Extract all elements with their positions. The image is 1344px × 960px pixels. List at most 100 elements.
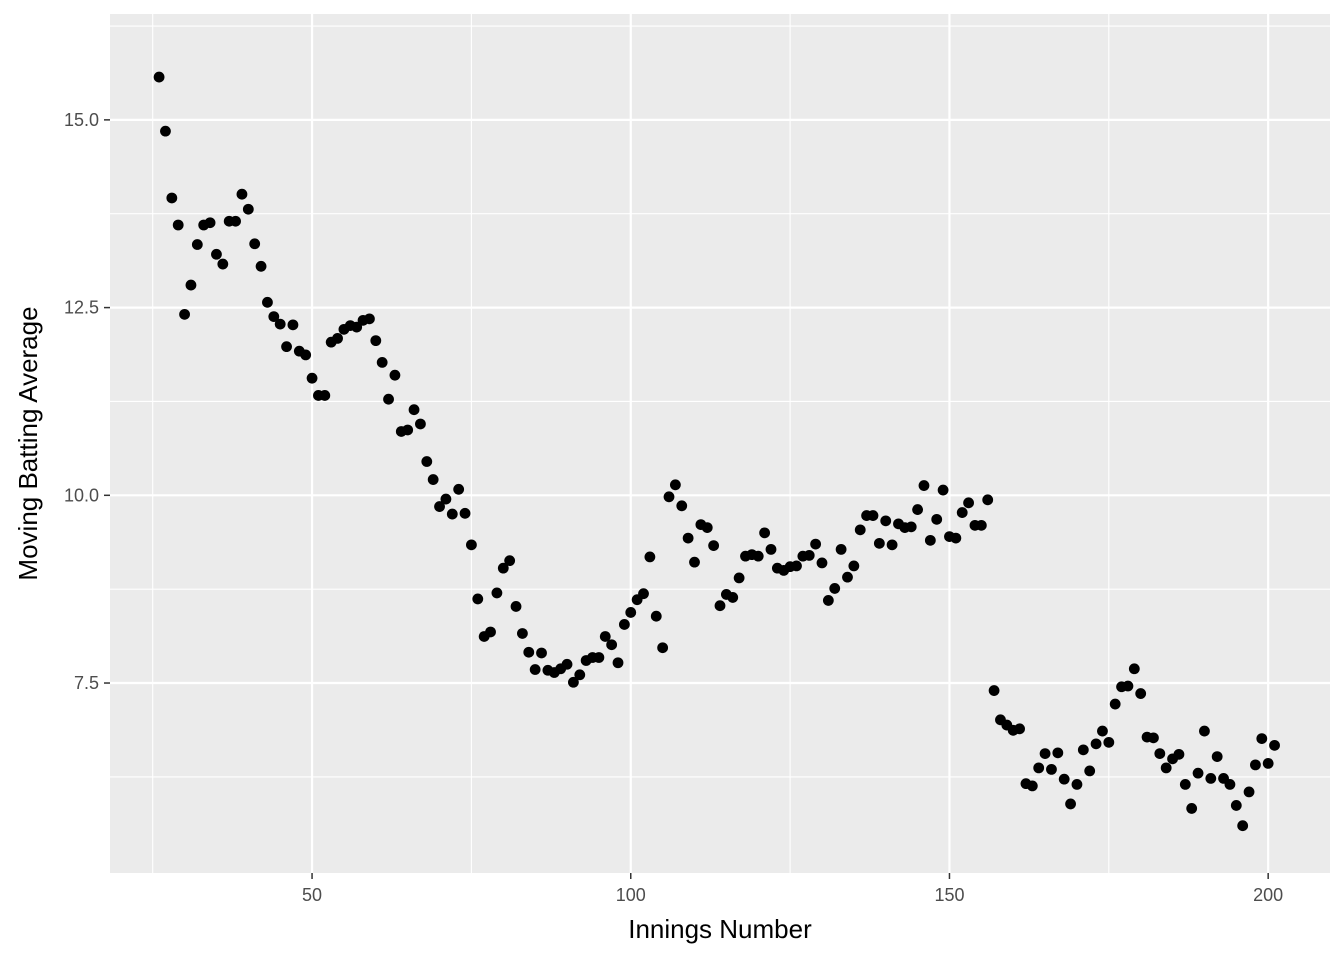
data-point xyxy=(733,572,745,584)
data-point xyxy=(561,658,573,670)
data-point xyxy=(912,504,923,515)
y-tick-label: 7.5 xyxy=(74,673,99,693)
data-point xyxy=(459,507,471,519)
data-point xyxy=(160,125,171,137)
data-point xyxy=(931,513,943,525)
data-point xyxy=(230,215,241,227)
data-point xyxy=(446,508,458,520)
data-point xyxy=(650,610,662,622)
data-point xyxy=(1243,786,1255,798)
data-point xyxy=(242,203,254,215)
data-point xyxy=(918,480,930,491)
data-point xyxy=(529,664,541,675)
data-point xyxy=(262,296,273,308)
data-point xyxy=(1122,680,1134,692)
data-point xyxy=(822,595,834,606)
data-point xyxy=(434,501,445,512)
data-point xyxy=(1039,748,1051,760)
data-point xyxy=(625,607,637,618)
data-point xyxy=(172,219,184,231)
data-point xyxy=(606,639,618,651)
data-point xyxy=(185,279,197,291)
data-point xyxy=(1224,778,1236,790)
data-point xyxy=(536,647,547,659)
data-point xyxy=(1103,736,1115,748)
data-point xyxy=(510,601,522,612)
data-point xyxy=(217,258,229,270)
data-point xyxy=(517,628,528,639)
data-point xyxy=(835,543,847,555)
data-point xyxy=(383,393,394,405)
data-point xyxy=(676,500,688,512)
data-point xyxy=(1173,748,1185,760)
y-tick-label: 10.0 xyxy=(64,485,99,505)
data-point xyxy=(268,311,280,323)
data-point xyxy=(491,587,503,599)
data-point xyxy=(166,192,178,204)
x-tick-label: 200 xyxy=(1253,885,1283,905)
data-point xyxy=(485,626,496,638)
data-point xyxy=(287,319,299,331)
data-point xyxy=(204,217,216,229)
data-point xyxy=(1199,725,1210,737)
data-point xyxy=(886,539,898,551)
data-point xyxy=(300,349,312,361)
data-point xyxy=(389,369,401,381)
data-point xyxy=(1211,751,1223,763)
data-point xyxy=(1065,798,1076,810)
data-point xyxy=(612,657,624,669)
data-point xyxy=(319,390,331,401)
data-point xyxy=(599,631,611,642)
data-point xyxy=(701,522,713,533)
data-point xyxy=(1154,748,1166,760)
data-point xyxy=(415,418,426,430)
data-point xyxy=(281,341,292,353)
data-point xyxy=(1090,738,1102,750)
data-point xyxy=(880,515,892,527)
data-point xyxy=(854,524,866,536)
data-point xyxy=(963,497,974,509)
data-point xyxy=(249,238,261,250)
data-point xyxy=(364,313,375,325)
x-axis: 50 100 150 200 xyxy=(302,873,1283,905)
data-point xyxy=(714,600,726,612)
data-points xyxy=(153,71,1280,832)
data-point xyxy=(453,483,465,495)
data-point xyxy=(873,537,885,549)
data-point xyxy=(332,332,343,344)
plot-panel xyxy=(110,14,1330,873)
data-point xyxy=(1179,778,1191,790)
data-point xyxy=(497,562,509,574)
data-point xyxy=(1262,757,1274,769)
data-point xyxy=(440,493,452,505)
x-tick-label: 50 xyxy=(302,885,322,905)
data-point xyxy=(1237,820,1249,832)
minor-gridlines xyxy=(110,14,1330,873)
data-point xyxy=(376,357,388,368)
data-point xyxy=(351,321,363,333)
data-point xyxy=(191,239,203,250)
data-point xyxy=(752,550,764,562)
data-point xyxy=(1148,732,1159,744)
data-point xyxy=(1052,747,1064,759)
data-point xyxy=(306,372,318,384)
data-point xyxy=(1014,723,1025,735)
data-point xyxy=(956,507,968,518)
data-point xyxy=(1128,663,1140,675)
data-point xyxy=(472,593,484,605)
data-point xyxy=(1097,725,1108,737)
data-point xyxy=(829,583,841,594)
y-tick-label: 15.0 xyxy=(64,110,99,130)
data-point xyxy=(567,676,579,688)
data-point xyxy=(689,556,700,568)
data-point xyxy=(663,491,675,503)
data-point xyxy=(759,527,771,539)
data-point xyxy=(153,71,165,83)
data-point xyxy=(1084,765,1096,777)
data-point xyxy=(644,551,656,563)
x-tick-label: 100 xyxy=(616,885,646,905)
data-point xyxy=(211,248,222,260)
data-point xyxy=(1135,688,1147,699)
data-point xyxy=(618,619,630,630)
